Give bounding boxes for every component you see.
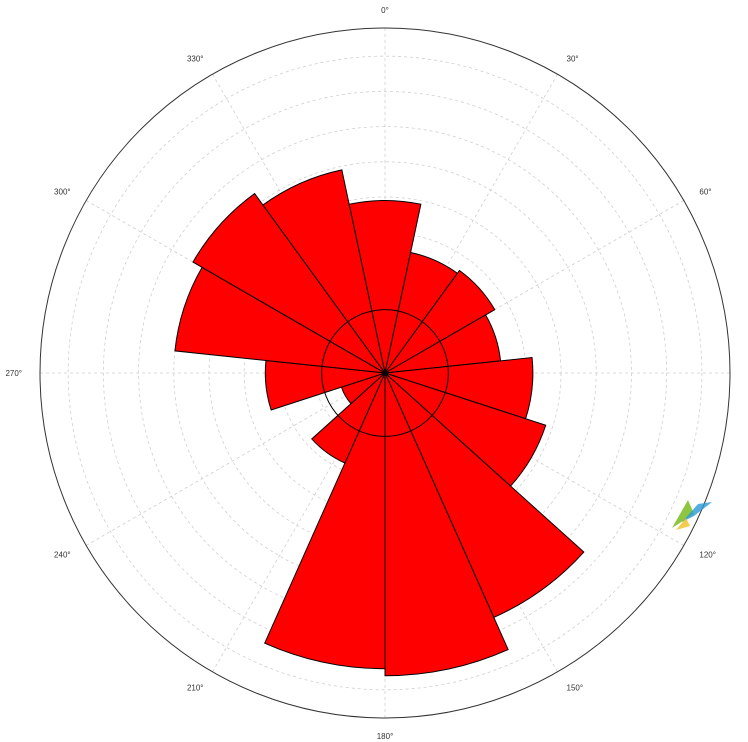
tick-label-180: 180° (377, 732, 394, 741)
tick-label-60: 60° (699, 188, 711, 197)
angle-tick-labels: 0°30°60°9120°150°180°210°240°270°300°330… (5, 6, 716, 741)
logo-shape-green (672, 500, 694, 528)
sector-180 (264, 372, 386, 670)
sector-324 (262, 169, 386, 374)
sector-204 (311, 372, 386, 464)
tick-label-30: 30° (567, 55, 579, 64)
chart-overlay (39, 27, 731, 719)
sector-132 (384, 372, 585, 619)
grid-ring (102, 90, 668, 656)
sector-156 (384, 372, 509, 677)
tick-label-300: 300° (54, 188, 71, 197)
logo-shape-blue (682, 502, 712, 522)
tick-label-120: 120° (699, 551, 716, 560)
tick-label-0: 0° (381, 6, 389, 15)
tick-label-270: 270° (5, 369, 22, 378)
sector-300 (192, 192, 386, 374)
tick-label-240: 240° (54, 551, 71, 560)
sector-36 (384, 269, 496, 374)
tick-label-150: 150° (567, 683, 584, 692)
logo-shape-yellow (676, 518, 690, 530)
outer-border-circle (39, 27, 731, 719)
tick-label-330: 330° (187, 55, 204, 64)
tick-label-210: 210° (187, 683, 204, 692)
sector-series (174, 169, 585, 677)
grid-ring (67, 55, 703, 691)
logo-icon (672, 500, 712, 530)
inner-reference-circle (321, 309, 449, 437)
